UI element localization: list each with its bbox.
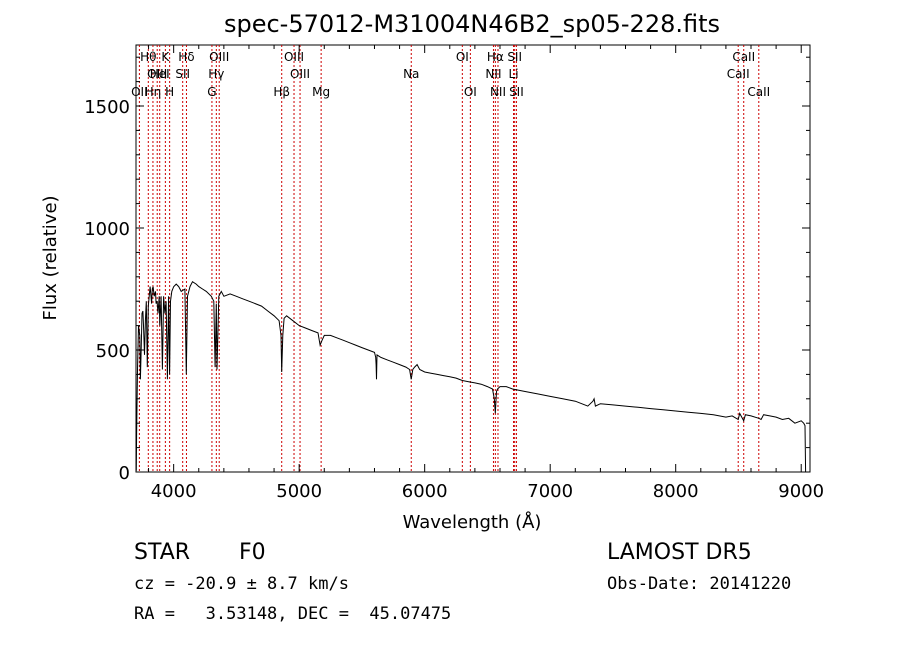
coordinates-text: RA = 3.53148, DEC = 45.07475 (134, 604, 452, 624)
spectral-line-label: OIII (284, 50, 304, 64)
spectral-line-label: Hγ (208, 67, 224, 81)
spectral-line-label: CaII (727, 67, 750, 81)
spectral-line-label: NII (485, 67, 501, 81)
spectral-line-label: SII (507, 50, 522, 64)
spectral-line-label: OI (456, 50, 469, 64)
survey-name: LAMOST DR5 (607, 540, 752, 565)
x-axis-label: Wavelength (Å) (403, 511, 542, 533)
obs-date-text: Obs-Date: 20141220 (607, 574, 792, 594)
spectral-line-label: HeI (150, 67, 170, 81)
object-subclass: F0 (239, 540, 266, 565)
spectral-line-label: OII (131, 85, 148, 99)
x-tick-label: 7000 (527, 481, 573, 502)
x-tick-label: 6000 (402, 481, 448, 502)
chart-title: spec-57012-M31004N46B2_sp05-228.fits (224, 10, 720, 38)
spectral-line-label: CaII (747, 85, 770, 99)
plot-frame (135, 44, 811, 473)
spectral-line-label: G (207, 85, 216, 99)
spectral-line-label: CaII (732, 50, 755, 64)
spectral-line-label: OIII (290, 67, 310, 81)
spectral-line-label: SII (175, 67, 190, 81)
spectral-line-label: SII (509, 85, 524, 99)
x-tick-label: 5000 (276, 481, 322, 502)
redshift-text: cz = -20.9 ± 8.7 km/s (134, 574, 349, 594)
y-tick-label: 500 (96, 341, 130, 362)
spectral-line-label: OI (464, 85, 477, 99)
spectral-line-label: Mg (312, 85, 330, 99)
spectral-line-label: Hη (145, 85, 162, 99)
y-tick-label: 1000 (84, 219, 130, 240)
x-tick-label: 9000 (778, 481, 824, 502)
x-tick-label: 4000 (151, 481, 197, 502)
y-axis-ticks: 0 500 1000 1500 (84, 56, 810, 484)
spectral-line-label: Hβ (273, 85, 290, 99)
spectrum-line (135, 280, 807, 473)
spectral-line-label: Li (509, 67, 519, 81)
y-tick-label: 0 (119, 463, 130, 484)
spectral-line-label: Na (403, 67, 419, 81)
spectral-line-label: Hα (487, 50, 504, 64)
spectral-line-label: H (165, 85, 174, 99)
spectral-line-label: Hθ (140, 50, 156, 64)
spectral-line-markers (138, 45, 760, 472)
object-class: STAR (134, 540, 191, 565)
spectral-line-label: K (161, 50, 170, 64)
spectral-line-label: OIII (209, 50, 229, 64)
y-tick-label: 1500 (84, 97, 130, 118)
spectral-line-label: OIII (147, 67, 167, 81)
spectral-line-label: Hδ (178, 50, 194, 64)
x-axis-ticks: 4000 5000 6000 7000 8000 9000 (148, 45, 824, 502)
spectral-line-label: NII (490, 85, 506, 99)
y-axis-label: Flux (relative) (40, 195, 61, 320)
x-tick-label: 8000 (653, 481, 699, 502)
